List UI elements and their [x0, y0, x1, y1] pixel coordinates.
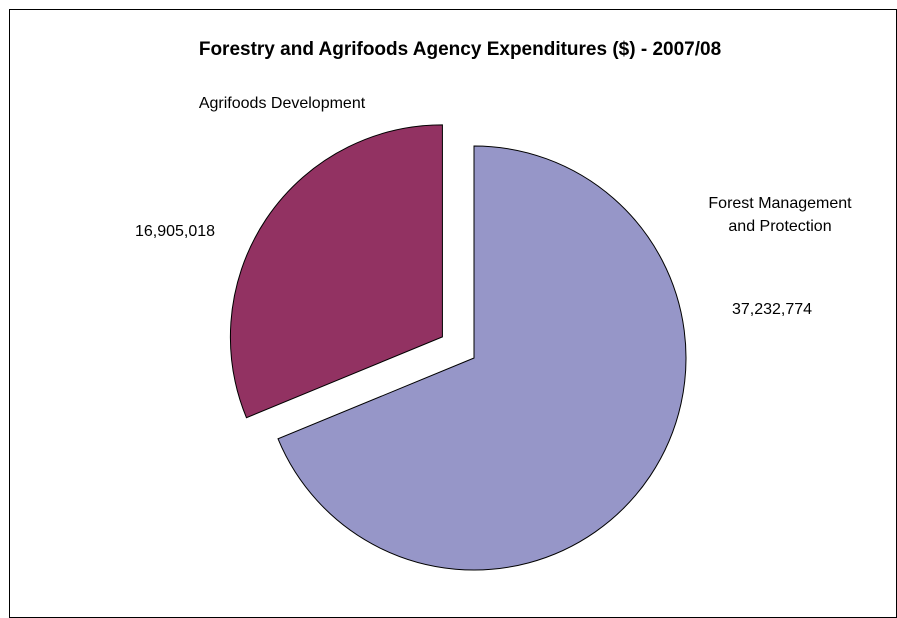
- slice-value-label: 37,232,774: [732, 301, 812, 318]
- slice-name-label: Agrifoods Development: [199, 95, 366, 112]
- slice-name-line: Agrifoods Development: [199, 95, 366, 112]
- slice-name-line: Forest Management: [708, 195, 852, 212]
- pie-labels: Forest Management and Protection 37,232,77…: [135, 95, 852, 318]
- pie-slice-forest-management: [277, 145, 687, 571]
- pie-slice-agrifoods-development: [229, 124, 443, 419]
- slice-name-label: Forest Management and Protection: [708, 195, 852, 235]
- slice-value-label: 16,905,018: [135, 223, 215, 240]
- pie-slices: [229, 124, 687, 571]
- slice-name-line: and Protection: [728, 218, 831, 235]
- chart-title: Forestry and Agrifoods Agency Expenditur…: [199, 39, 721, 60]
